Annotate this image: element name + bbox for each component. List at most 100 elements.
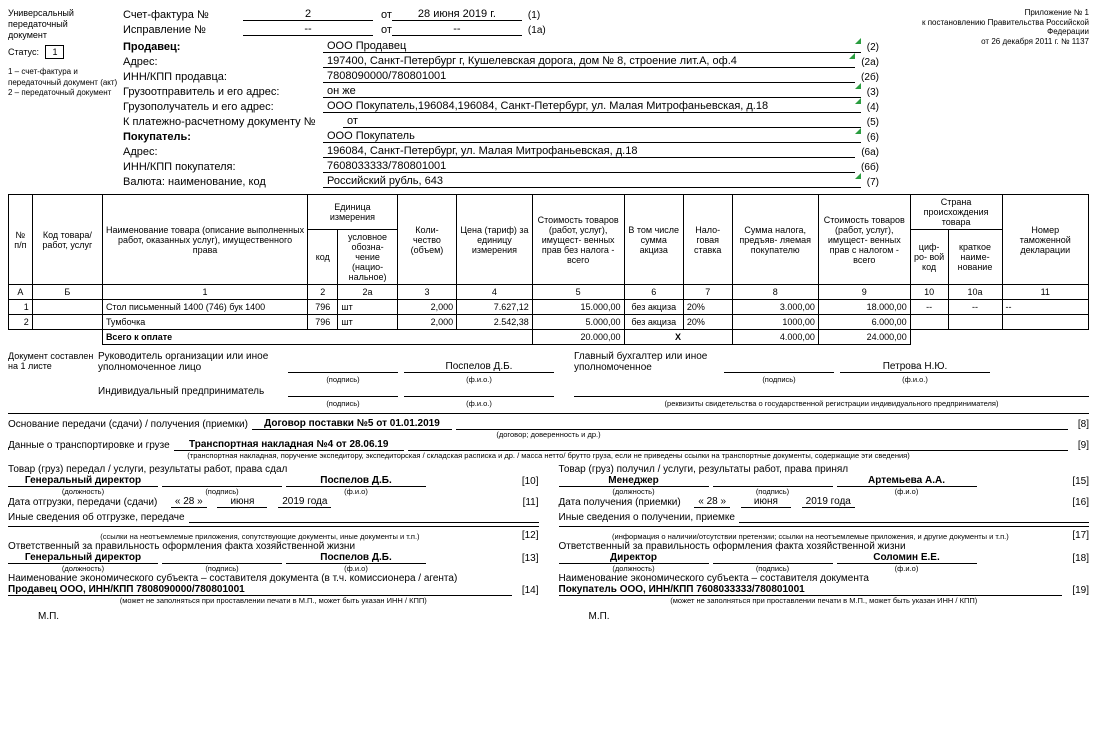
h4: 4 bbox=[457, 285, 533, 300]
appendix-l1: Приложение № 1 bbox=[879, 8, 1089, 18]
th-excise: В том числе сумма акциза bbox=[624, 195, 683, 285]
code-9: [9] bbox=[1072, 440, 1089, 451]
totals-ct: 24.000,00 bbox=[818, 330, 910, 345]
h1: 1 bbox=[102, 285, 307, 300]
th-qty: Коли- чество (объем) bbox=[397, 195, 456, 285]
buyer-addr-label: Адрес: bbox=[123, 146, 323, 158]
transport-label: Данные о транспортировке и грузе bbox=[8, 440, 170, 451]
from-label-2: от bbox=[381, 24, 392, 36]
code-11: [11] bbox=[517, 497, 539, 508]
totals-cost: 20.000,00 bbox=[532, 330, 624, 345]
code-10: [10] bbox=[516, 476, 539, 487]
th-tax: Сумма налога, предъяв- ляемая покупателю bbox=[732, 195, 818, 285]
inn-buyer-value: 7608033333/780801001 bbox=[323, 160, 855, 173]
right-resp-label: Ответственный за правильность оформления… bbox=[559, 541, 1090, 552]
table-row: 2Тумбочка796шт2,0002.542,385.000,00без а… bbox=[9, 315, 1089, 330]
corr-date-value: -- bbox=[392, 23, 522, 36]
right-econ-value: Покупатель ООО, ИНН/КПП 7608033333/78080… bbox=[559, 584, 1063, 596]
h5: 5 bbox=[532, 285, 624, 300]
paydoc-label: К платежно-расчетному документу № bbox=[123, 116, 343, 128]
right-resp-pos: Директор bbox=[559, 552, 709, 564]
cap-fio-1: (ф.и.о.) bbox=[404, 375, 554, 384]
totals-x: Х bbox=[624, 330, 732, 345]
code-6a: (6а) bbox=[855, 147, 879, 158]
h7: 7 bbox=[683, 285, 732, 300]
h2: 2 bbox=[308, 285, 338, 300]
inn-seller-label: ИНН/КПП продавца: bbox=[123, 71, 323, 83]
currency-value: Российский рубль, 643 bbox=[323, 175, 861, 188]
status-row: Статус: 1 bbox=[8, 45, 118, 59]
header-section: Универсальный передаточный документ Стат… bbox=[8, 8, 1089, 190]
status-label: Статус: bbox=[8, 47, 39, 57]
hB: Б bbox=[32, 285, 102, 300]
invoice-no-label: Счет-фактура № bbox=[123, 9, 243, 21]
right-fio: Артемьева А.А. bbox=[837, 475, 977, 487]
invoice-no-value: 2 bbox=[243, 8, 373, 21]
code-1: (1) bbox=[522, 10, 540, 21]
upd-title-1: Универсальный bbox=[8, 8, 118, 19]
cap-sign-2: (подпись) bbox=[724, 375, 834, 384]
status-ref-1: 1 – счет-фактура и передаточный документ… bbox=[8, 67, 118, 88]
shipper-value: он же bbox=[323, 85, 861, 98]
invoice-date-value: 28 июня 2019 г. bbox=[392, 8, 522, 21]
code-1a: (1а) bbox=[522, 25, 546, 36]
h8: 8 bbox=[732, 285, 818, 300]
h3: 3 bbox=[397, 285, 456, 300]
buyer-addr-value: 196084, Санкт-Петербург, ул. Малая Митро… bbox=[323, 145, 855, 158]
upd-title-2: передаточный bbox=[8, 19, 118, 30]
code-5: (5) bbox=[861, 117, 879, 128]
status-refs: 1 – счет-фактура и передаточный документ… bbox=[8, 67, 118, 98]
right-date-label: Дата получения (приемки) bbox=[559, 497, 681, 508]
code-6b: (6б) bbox=[855, 162, 879, 173]
basis-caption: (договор; доверенность и др.) bbox=[8, 430, 1089, 439]
seller-value: ООО Продавец bbox=[323, 40, 861, 53]
code-6: (6) bbox=[861, 132, 879, 143]
left-fio: Поспелов Д.Б. bbox=[286, 475, 426, 487]
right-resp-fio: Соломин Е.Е. bbox=[837, 552, 977, 564]
th-code: Код товара/ работ, услуг bbox=[32, 195, 102, 285]
left-date-label: Дата отгрузки, передачи (сдачи) bbox=[8, 497, 157, 508]
right-title: Товар (груз) получил / услуги, результат… bbox=[559, 464, 1090, 475]
right-mp: М.П. bbox=[559, 611, 1090, 622]
code-3: (3) bbox=[861, 87, 879, 98]
seller-addr-label: Адрес: bbox=[123, 56, 323, 68]
buyer-label: Покупатель: bbox=[123, 131, 323, 143]
footer-two-column: Товар (груз) передал / услуги, результат… bbox=[8, 464, 1089, 622]
inn-buyer-label: ИНН/КПП покупателя: bbox=[123, 161, 323, 173]
upd-title-3: документ bbox=[8, 30, 118, 41]
h2a: 2а bbox=[338, 285, 397, 300]
left-econ-value: Продавец ООО, ИНН/КПП 7808090000/7808010… bbox=[8, 584, 512, 596]
seller-addr-value: 197400, Санкт-Петербург г, Кушелевская д… bbox=[323, 55, 855, 68]
th-cc-code: циф- ро- вой код bbox=[910, 230, 948, 285]
corr-no-value: -- bbox=[243, 23, 373, 36]
th-num: № п/п bbox=[9, 195, 33, 285]
code-8: [8] bbox=[1072, 419, 1089, 430]
footer-left: Товар (груз) передал / услуги, результат… bbox=[8, 464, 539, 622]
code-4: (4) bbox=[861, 102, 879, 113]
th-unit-code: код bbox=[308, 230, 338, 285]
left-pos: Генеральный директор bbox=[8, 475, 158, 487]
footer-right: Товар (груз) получил / услуги, результат… bbox=[559, 464, 1090, 622]
head-sign-line bbox=[288, 372, 398, 373]
hA: А bbox=[9, 285, 33, 300]
right-pos: Менеджер bbox=[559, 475, 709, 487]
h6: 6 bbox=[624, 285, 683, 300]
h10a: 10а bbox=[948, 285, 1002, 300]
right-other-label: Иные сведения о получении, приемке bbox=[559, 512, 735, 523]
transport-value: Транспортная накладная №4 от 28.06.19 bbox=[174, 439, 404, 451]
status-ref-2: 2 – передаточный документ bbox=[8, 88, 118, 98]
doc-type-block: Универсальный передаточный документ Стат… bbox=[8, 8, 123, 190]
shipper-label: Грузоотправитель и его адрес: bbox=[123, 86, 323, 98]
sign-block-1: Документ составлен на 1 листе Руководите… bbox=[8, 351, 1089, 410]
th-price: Цена (тариф) за единицу измерения bbox=[457, 195, 533, 285]
code-18: [18] bbox=[1066, 553, 1089, 564]
left-econ-label: Наименование экономического субъекта – с… bbox=[8, 573, 539, 584]
code-16: [16] bbox=[1066, 497, 1089, 508]
code-19: [19] bbox=[1066, 585, 1089, 596]
table-row: 1Стол письменный 1400 (746) бук 1400796ш… bbox=[9, 300, 1089, 315]
appendix-l2: к постановлению Правительства Российской… bbox=[879, 18, 1089, 37]
th-cost: Стоимость товаров (работ, услуг), имущес… bbox=[532, 195, 624, 285]
left-title: Товар (груз) передал / услуги, результат… bbox=[8, 464, 539, 475]
th-decl: Номер таможенной декларации bbox=[1002, 195, 1089, 285]
cap-fio-2: (ф.и.о.) bbox=[840, 375, 990, 384]
